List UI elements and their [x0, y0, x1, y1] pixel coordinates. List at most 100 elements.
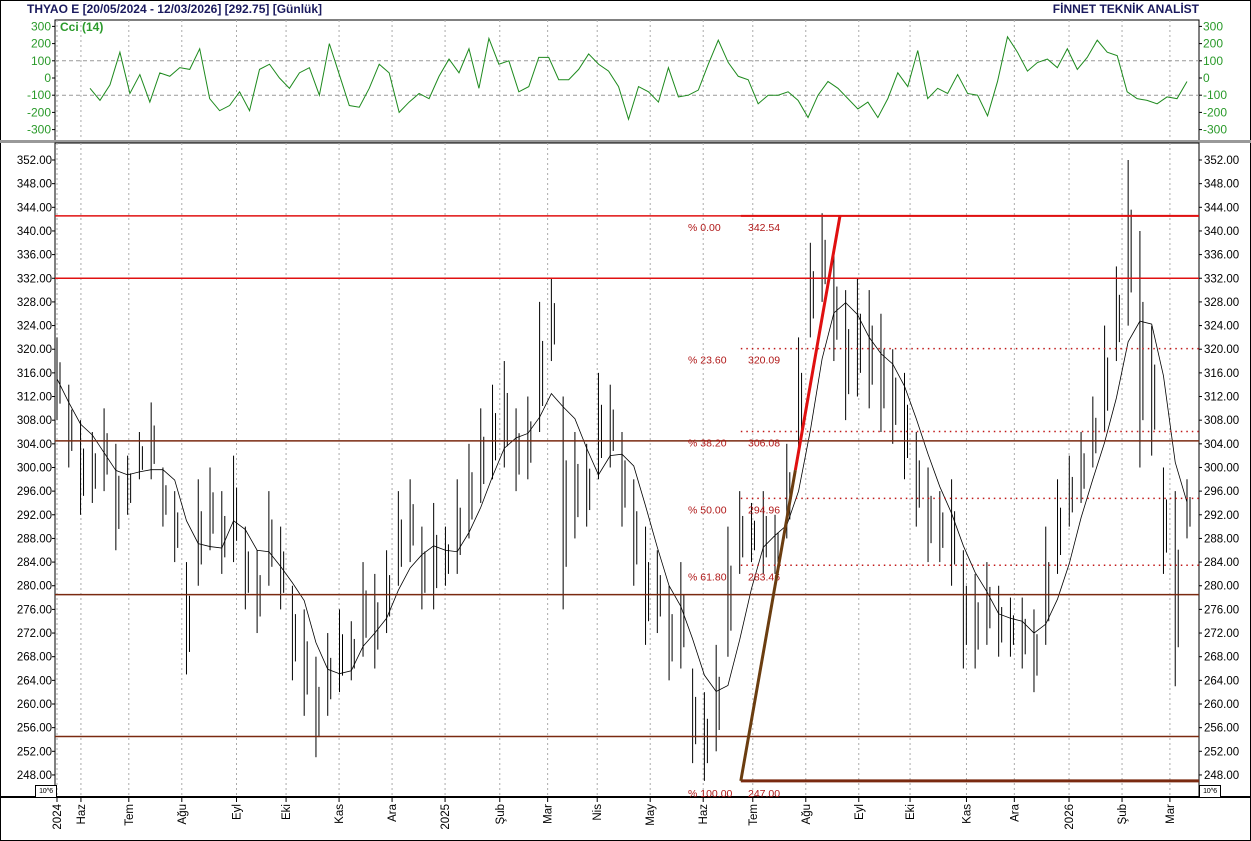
- price-y-label-left: 256.00: [17, 723, 52, 735]
- cci-y-label-left: 200: [31, 37, 51, 51]
- scale-box-left: 10^6: [35, 785, 57, 798]
- price-y-label-right: 252.00: [1204, 746, 1239, 758]
- fib-percent-label: % 0.00: [688, 222, 721, 234]
- fib-value-label: 294.96: [748, 504, 780, 516]
- fib-percent-label: % 50.00: [688, 504, 727, 516]
- price-y-label-left: 332.00: [17, 273, 52, 285]
- price-y-label-right: 296.00: [1204, 486, 1239, 498]
- cci-y-label-right: -300: [1203, 123, 1227, 137]
- cci-y-label-left: 300: [31, 19, 51, 33]
- cci-y-label-right: 300: [1203, 19, 1223, 33]
- price-y-label-right: 312.00: [1204, 392, 1239, 404]
- price-y-label-right: 308.00: [1204, 415, 1239, 427]
- x-tick-label: Nis: [592, 804, 604, 821]
- cci-y-label-right: 100: [1203, 54, 1223, 68]
- trendline-upper: [793, 215, 842, 471]
- price-y-label-right: 300.00: [1204, 462, 1239, 474]
- brand-label: FİNNET TEKNİK ANALİST: [1052, 2, 1199, 16]
- price-y-label-left: 304.00: [17, 439, 52, 451]
- cci-y-label-left: -100: [27, 88, 51, 102]
- fib-value-label: 283.46: [748, 571, 780, 583]
- x-tick-label: Ağu: [801, 804, 813, 824]
- cci-title: Cci (14): [60, 20, 103, 34]
- price-y-label-right: 352.00: [1204, 155, 1239, 167]
- scale-box-right: 10^6: [1199, 785, 1221, 798]
- price-y-label-left: 344.00: [17, 202, 52, 214]
- x-tick-label: Kas: [334, 804, 346, 824]
- x-tick-label: May: [645, 804, 657, 826]
- price-y-label-left: 268.00: [17, 652, 52, 664]
- x-tick-label: 2024: [52, 803, 64, 829]
- price-y-label-right: 292.00: [1204, 510, 1239, 522]
- trendline-lower: [739, 469, 797, 782]
- price-y-label-left: 324.00: [17, 321, 52, 333]
- x-tick-label: Eyl: [232, 804, 244, 820]
- cci-y-label-right: -200: [1203, 105, 1227, 119]
- panel-separator: [0, 140, 1251, 143]
- price-y-label-right: 264.00: [1204, 675, 1239, 687]
- price-y-label-left: 312.00: [17, 392, 52, 404]
- price-panel: [54, 142, 1200, 798]
- x-tick-label: Tem: [748, 804, 760, 826]
- price-y-label-left: 320.00: [17, 344, 52, 356]
- price-y-label-left: 284.00: [17, 557, 52, 569]
- price-y-label-right: 340.00: [1204, 226, 1239, 238]
- price-y-label-right: 288.00: [1204, 533, 1239, 545]
- cci-y-label-left: -200: [27, 105, 51, 119]
- price-y-label-right: 256.00: [1204, 723, 1239, 735]
- x-tick-label: Eyl: [854, 804, 866, 820]
- x-tick-label: Şub: [1117, 804, 1129, 824]
- price-y-label-right: 324.00: [1204, 321, 1239, 333]
- x-tick-label: 2026: [1064, 804, 1076, 830]
- x-tick-label: Eki: [281, 804, 293, 820]
- price-y-label-right: 336.00: [1204, 250, 1239, 262]
- chart-title: THYAO E [20/05/2024 - 12/03/2026] [292.7…: [27, 2, 323, 16]
- moving-average-line: [56, 302, 1188, 692]
- fib-percent-label: % 23.60: [688, 355, 727, 367]
- price-y-label-left: 316.00: [17, 368, 52, 380]
- price-y-label-right: 344.00: [1204, 202, 1239, 214]
- x-tick-label: Eki: [905, 804, 917, 820]
- x-tick-label: Ara: [387, 803, 399, 822]
- cci-y-label-left: -300: [27, 123, 51, 137]
- cci-line: [89, 35, 1188, 121]
- x-tick-label: 2025: [440, 804, 452, 830]
- x-tick-label: Kas: [961, 804, 973, 824]
- x-tick-label: Mar: [1165, 804, 1177, 824]
- price-y-label-right: 284.00: [1204, 557, 1239, 569]
- fib-value-label: 342.54: [748, 222, 780, 234]
- x-tick-label: Mar: [543, 804, 555, 824]
- price-y-label-right: 320.00: [1204, 344, 1239, 356]
- x-tick-label: Ara: [1009, 803, 1021, 822]
- price-y-label-left: 348.00: [17, 179, 52, 191]
- cci-y-label-right: 200: [1203, 37, 1223, 51]
- price-y-label-right: 328.00: [1204, 297, 1239, 309]
- price-y-label-left: 272.00: [17, 628, 52, 640]
- x-tick-label: Haz: [76, 804, 88, 825]
- cci-y-label-right: 0: [1203, 71, 1210, 85]
- price-y-label-right: 248.00: [1204, 770, 1239, 782]
- price-y-label-left: 280.00: [17, 581, 52, 593]
- fib-value-label: 320.09: [748, 355, 780, 367]
- price-y-label-left: 300.00: [17, 462, 52, 474]
- price-y-label-left: 252.00: [17, 746, 52, 758]
- price-y-label-left: 260.00: [17, 699, 52, 711]
- price-y-label-right: 272.00: [1204, 628, 1239, 640]
- price-y-label-left: 328.00: [17, 297, 52, 309]
- fib-value-label: 247.00: [748, 788, 780, 800]
- fib-percent-label: % 100.00: [688, 788, 733, 800]
- cci-panel: [54, 19, 1200, 142]
- price-y-label-left: 292.00: [17, 510, 52, 522]
- price-y-label-left: 296.00: [17, 486, 52, 498]
- price-y-label-right: 280.00: [1204, 581, 1239, 593]
- price-y-label-right: 260.00: [1204, 699, 1239, 711]
- fib-percent-label: % 38.20: [688, 438, 727, 450]
- price-y-label-right: 332.00: [1204, 273, 1239, 285]
- price-y-label-left: 248.00: [17, 770, 52, 782]
- price-y-label-left: 276.00: [17, 604, 52, 616]
- price-y-label-right: 276.00: [1204, 604, 1239, 616]
- cci-y-label-right: -100: [1203, 88, 1227, 102]
- price-y-label-right: 268.00: [1204, 652, 1239, 664]
- x-tick-label: Tem: [124, 804, 136, 826]
